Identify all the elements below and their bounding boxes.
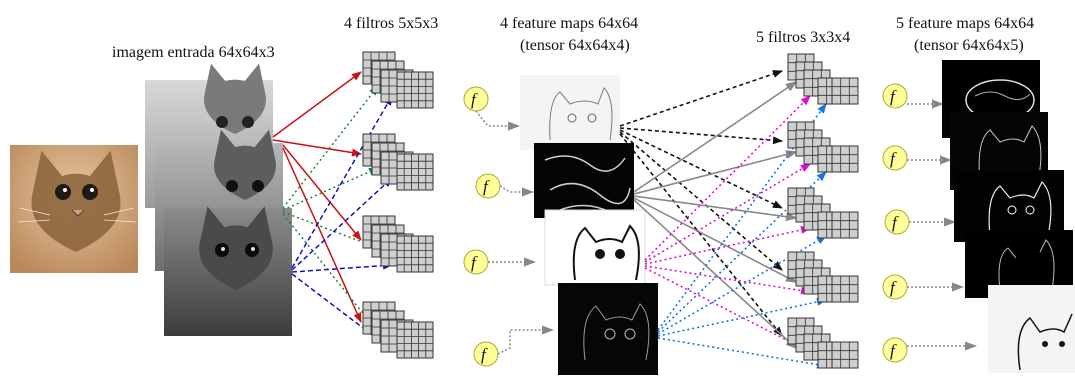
fmaps1-label-line2: (tensor 64x64x4) xyxy=(520,37,630,54)
feature-map-2 xyxy=(534,143,634,218)
filter-stack-1 xyxy=(362,51,434,109)
filter2-stack-1 xyxy=(787,53,859,105)
fmaps2-label-line1: 5 feature maps 64x64 xyxy=(896,15,1034,32)
activation2-5: f xyxy=(882,337,977,363)
input-to-filter-arrows xyxy=(272,71,393,351)
activation-2: f xyxy=(475,173,534,199)
filter2-stack-5 xyxy=(787,317,859,369)
activation-4-symbol: f xyxy=(481,345,488,364)
fmaps2-label-line2: (tensor 64x64x5) xyxy=(914,37,1024,54)
feature-map-1 xyxy=(520,75,620,150)
activation2-3-symbol: f xyxy=(892,213,899,232)
filter-stack-4 xyxy=(362,301,434,359)
input-cat-image xyxy=(10,145,138,273)
activation-3-symbol: f xyxy=(471,253,478,272)
filter-stack-2 xyxy=(362,133,434,191)
feature-map-4 xyxy=(558,283,658,375)
activation2-5-symbol: f xyxy=(890,341,897,360)
activation2-2: f xyxy=(882,145,952,171)
activation-4: f xyxy=(473,325,554,367)
activation2-1: f xyxy=(882,83,944,109)
activation2-1-symbol: f xyxy=(890,87,897,106)
activation2-2-symbol: f xyxy=(890,149,897,168)
activation-1-symbol: f xyxy=(471,90,478,109)
feature-map2-5 xyxy=(988,285,1075,373)
filter-stack-3 xyxy=(362,215,434,273)
filter2-stack-2 xyxy=(787,121,859,173)
filters1-label: 4 filtros 5x5x3 xyxy=(344,15,438,32)
input-image-label: imagem entrada 64x64x3 xyxy=(112,44,275,61)
channel-image-3 xyxy=(164,206,292,336)
filter2-stack-3 xyxy=(787,187,859,239)
activation-3: f xyxy=(463,249,536,275)
activation2-3: f xyxy=(884,209,956,235)
feature-map-3 xyxy=(544,209,646,286)
activation-1: f xyxy=(463,86,520,131)
activation-2-symbol: f xyxy=(483,177,490,196)
filters2-label: 5 filtros 3x3x4 xyxy=(756,29,850,46)
activation2-4-symbol: f xyxy=(890,278,897,297)
activation2-4: f xyxy=(882,274,964,300)
fmap-to-filter2-arrows xyxy=(619,70,827,369)
filter2-stack-4 xyxy=(787,251,859,303)
fmaps1-label-line1: 4 feature maps 64x64 xyxy=(500,15,638,32)
